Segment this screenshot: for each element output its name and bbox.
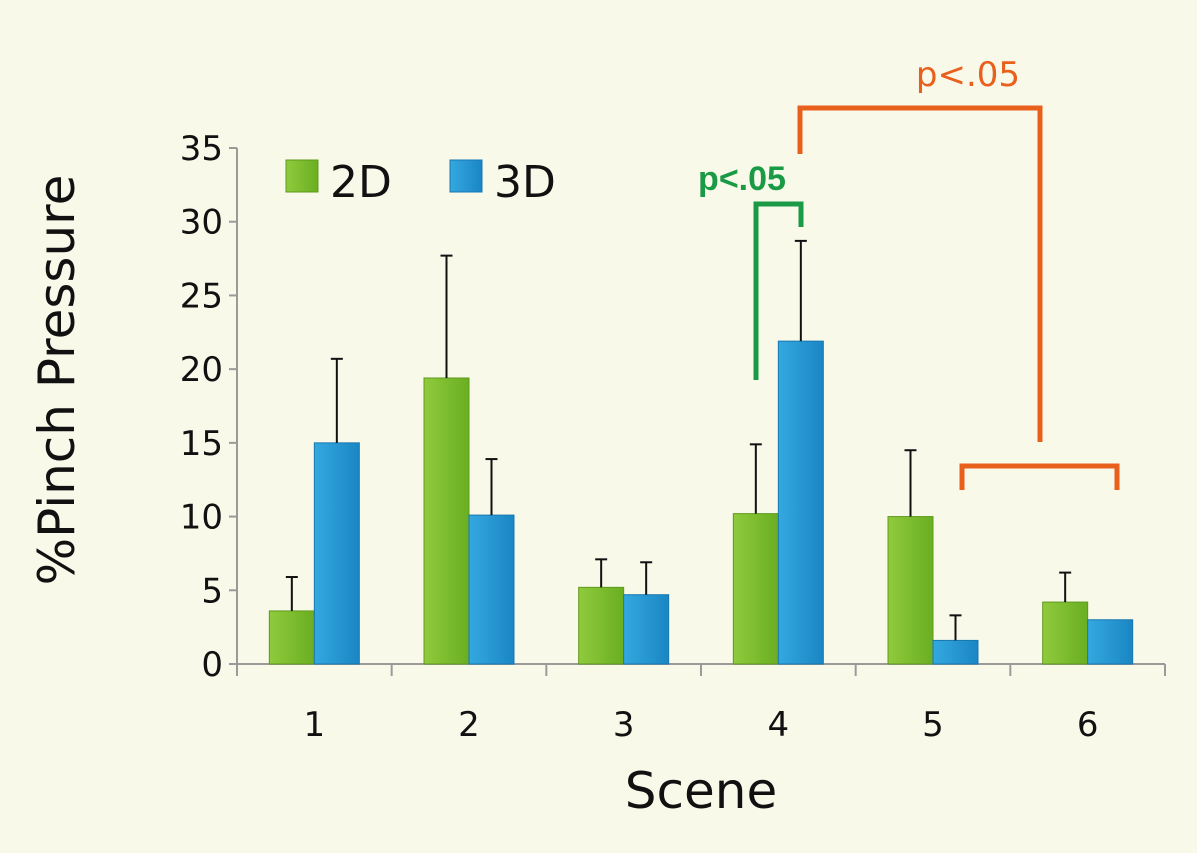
x-tick-label: 6 [1077,705,1099,745]
x-tick-label: 1 [304,705,326,745]
x-tick-label: 2 [458,705,480,745]
y-tick-label: 20 [180,350,223,390]
bar-2d-scene-3 [578,586,625,665]
y-tick-label: 10 [180,498,223,538]
significance-label-green: p<.05 [698,160,786,198]
y-ticks: 0 5 10 15 20 25 30 35 [180,129,237,685]
bar-2d-scene-1 [268,610,315,665]
significance-bracket-green: p<.05 [698,160,804,380]
y-tick-label: 30 [180,203,223,243]
bars [268,340,1134,665]
bar-3d-scene-4 [777,340,824,665]
x-axis-title: Scene [625,762,777,820]
legend-label-3d: 3D [494,157,556,208]
bracket-orange-top [797,105,1043,442]
x-ticks: 1 2 3 4 5 6 [236,664,1166,745]
bar-3d-scene-6 [1087,619,1134,665]
bracket-orange-bottom [959,463,1120,490]
y-tick-label: 15 [180,424,223,464]
x-tick-label: 5 [922,705,944,745]
bar-2d-scene-4 [732,513,779,665]
error-bars [285,239,1072,641]
legend-swatch-2d [285,159,319,193]
bracket-green-line [753,201,804,380]
bar-3d-scene-5 [932,639,979,665]
x-tick-label: 4 [768,705,790,745]
bar-3d-scene-1 [313,442,360,665]
axes [236,148,1165,665]
legend: 2D 3D [285,157,556,208]
significance-label-orange: p<.05 [916,55,1020,95]
y-tick-label: 35 [180,129,223,169]
x-tick-label: 3 [613,705,635,745]
y-tick-label: 0 [201,645,223,685]
bar-2d-scene-2 [423,377,470,665]
legend-label-2d: 2D [330,157,392,208]
bar-2d-scene-6 [1042,601,1089,665]
y-axis-title: %Pinch Pressure [28,175,86,586]
significance-bracket-orange: p<.05 [797,55,1120,490]
bar-3d-scene-3 [623,594,670,665]
y-tick-label: 25 [180,276,223,316]
y-tick-label: 5 [201,571,223,611]
legend-swatch-3d [449,159,483,193]
bar-2d-scene-5 [887,516,934,665]
bar-3d-scene-2 [468,514,515,665]
